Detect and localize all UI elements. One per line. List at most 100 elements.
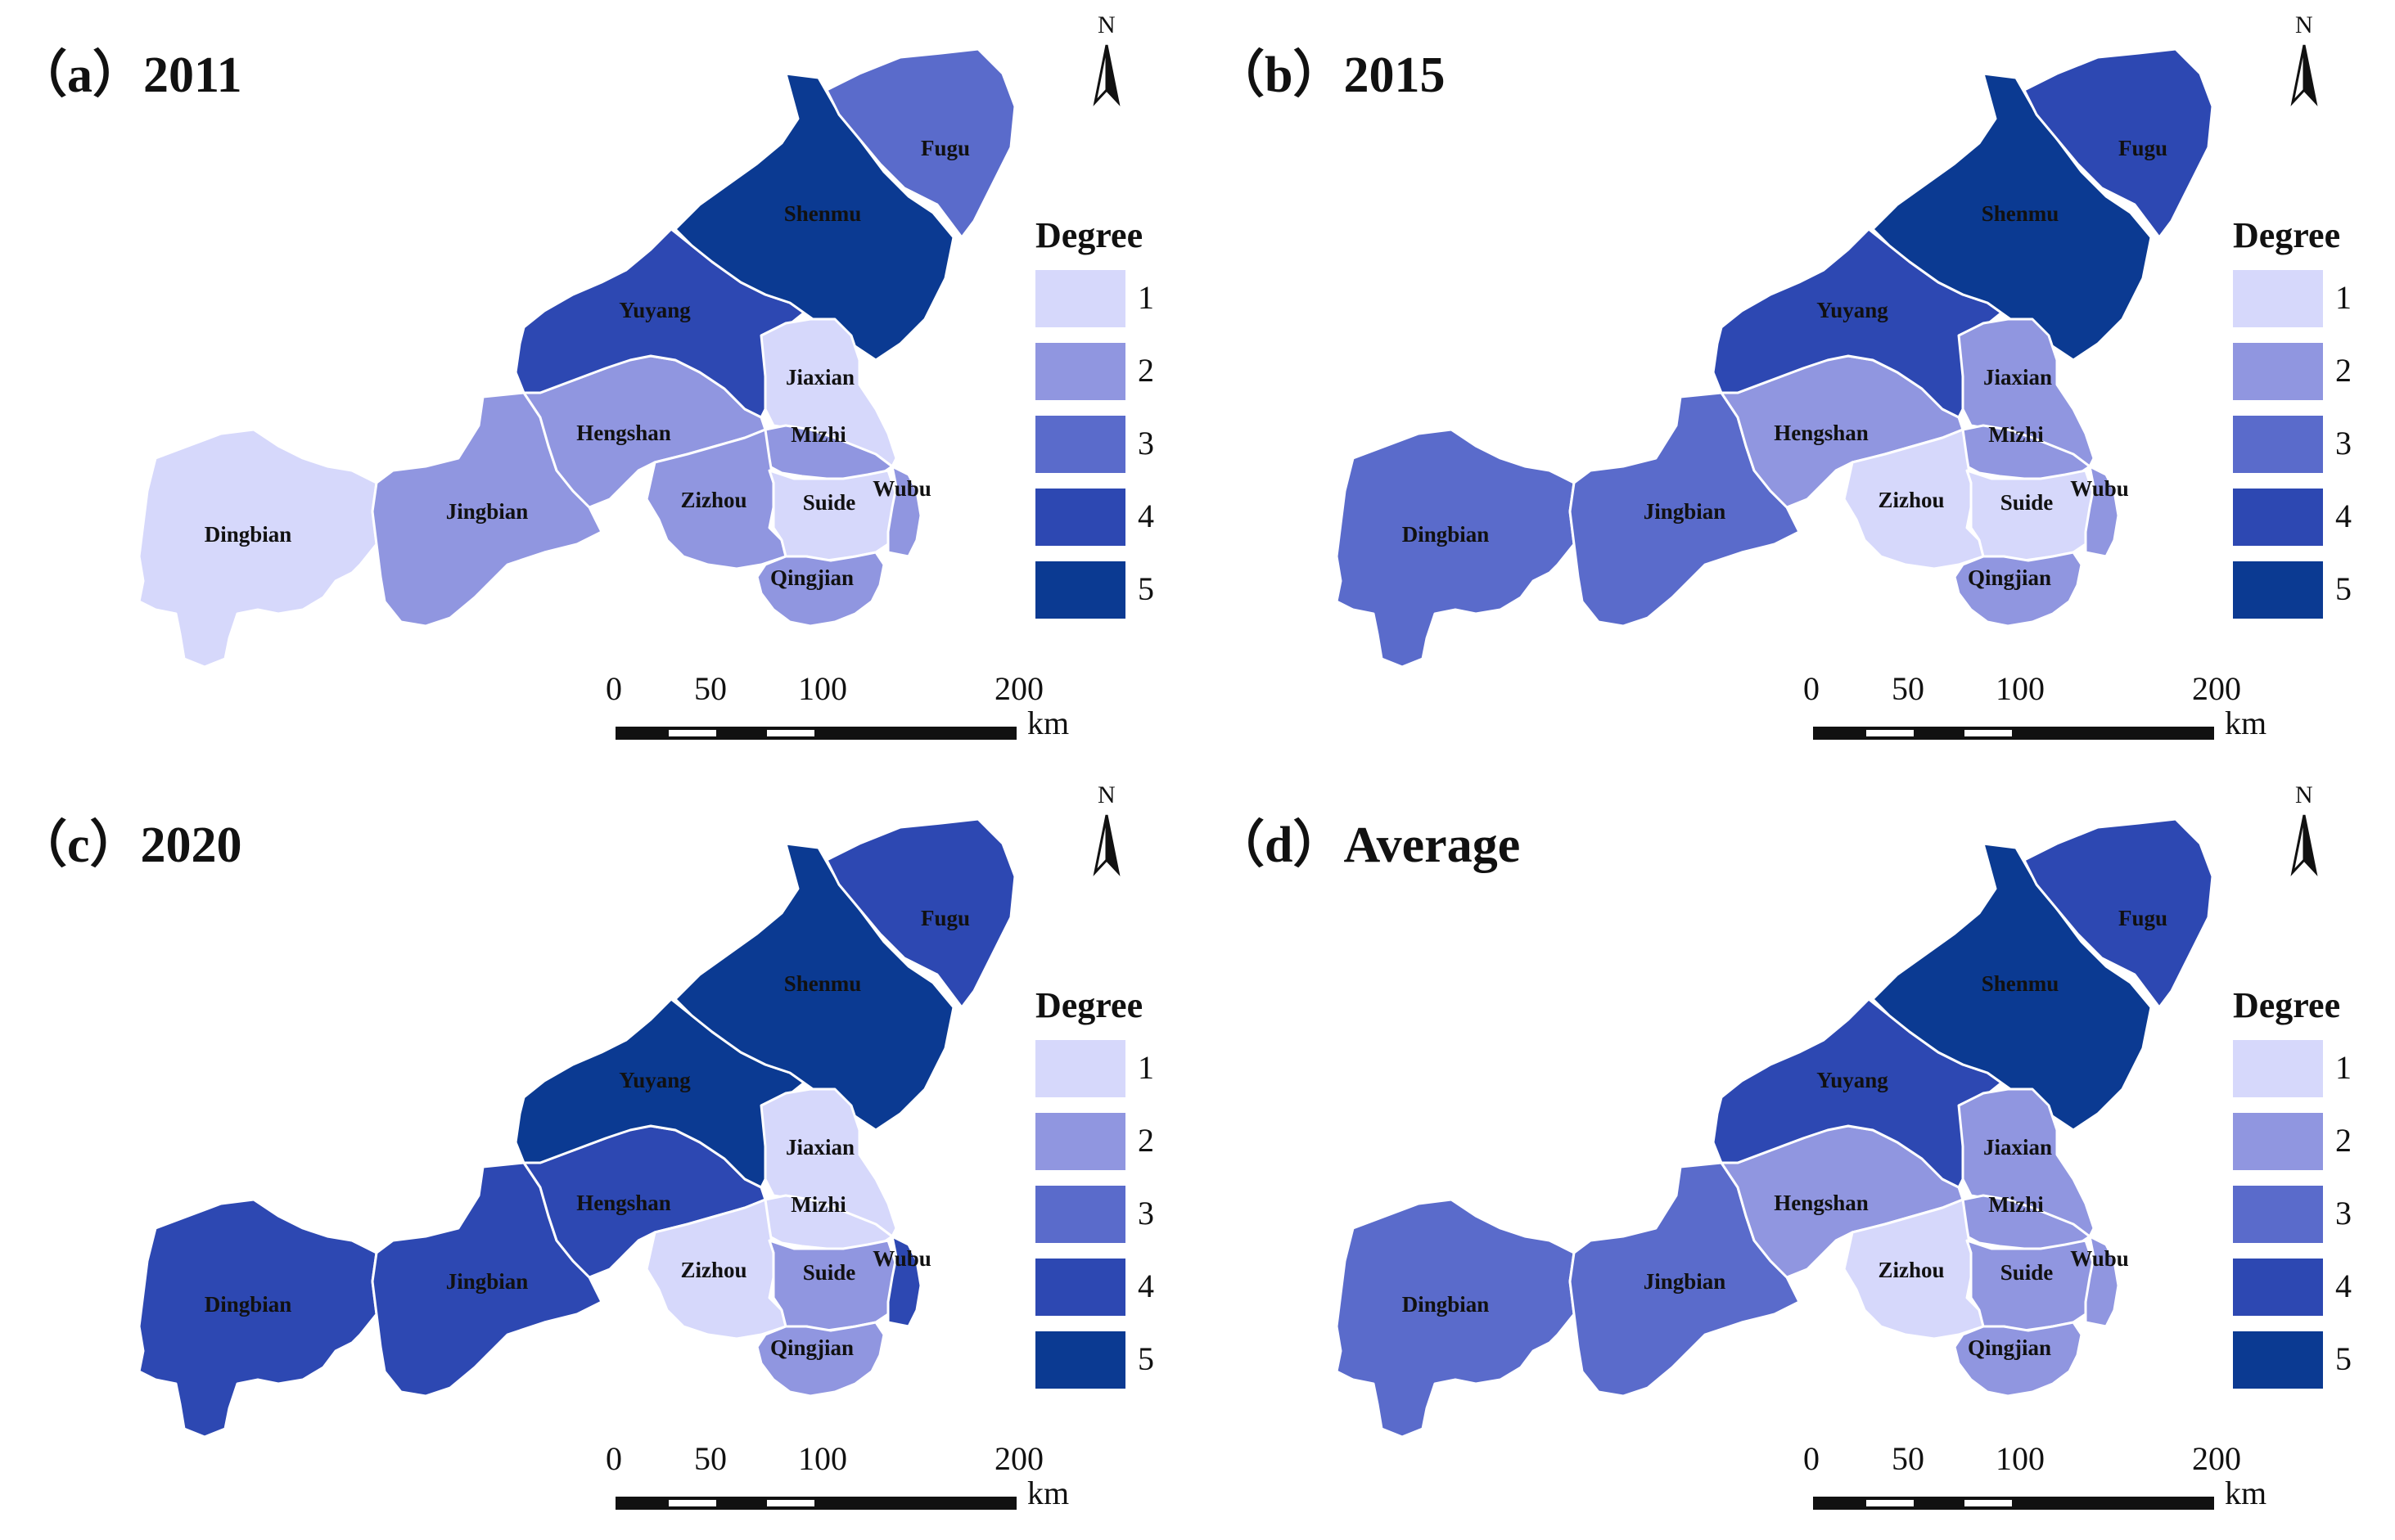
scale-tick-label: 200 bbox=[995, 1440, 1044, 1477]
county-label-jingbian: Jingbian bbox=[1644, 499, 1726, 524]
county-label-jiaxian: Jiaxian bbox=[786, 365, 855, 390]
county-map: Dingbian Jingbian Hengshan Yuyang Shenmu Fugu… bbox=[138, 814, 1121, 1510]
county-label-jingbian: Jingbian bbox=[446, 1269, 529, 1294]
county-label-suide: Suide bbox=[2000, 1260, 2054, 1285]
scale-tick-label: 0 bbox=[1803, 670, 1820, 707]
legend-swatch bbox=[2233, 1331, 2323, 1389]
legend-swatch bbox=[1035, 1040, 1125, 1097]
legend-swatch bbox=[1035, 1259, 1125, 1316]
county-wubu bbox=[886, 465, 922, 558]
legend-label: 2 bbox=[1138, 352, 1154, 389]
map-panel: （a）2011 Dingbian Jingbian Hengshan Yuyang She… bbox=[0, 0, 1198, 770]
county-label-yuyang: Yuyang bbox=[619, 1068, 691, 1092]
county-map: Dingbian Jingbian Hengshan Yuyang Shenmu Fugu… bbox=[1335, 44, 2318, 740]
scale-tick-label: 50 bbox=[1892, 670, 1924, 707]
scale-tick-label: 50 bbox=[694, 1440, 727, 1477]
county-fugu bbox=[2023, 817, 2214, 1009]
legend-label: 3 bbox=[1138, 425, 1154, 462]
county-label-qingjian: Qingjian bbox=[770, 1335, 854, 1360]
legend-swatch bbox=[1035, 561, 1125, 619]
county-label-zizhou: Zizhou bbox=[680, 488, 746, 512]
legend-title: Degree bbox=[2233, 215, 2341, 255]
legend-label: 4 bbox=[1138, 1268, 1154, 1304]
scale-tick-label: 200 bbox=[2192, 1440, 2241, 1477]
scale-bar bbox=[1813, 727, 2214, 740]
county-label-shenmu: Shenmu bbox=[784, 971, 862, 996]
scale-tick-label: 50 bbox=[694, 670, 727, 707]
scale-tick-label: 0 bbox=[606, 670, 622, 707]
county-label-shenmu: Shenmu bbox=[784, 201, 862, 226]
map-panel: （c）2020 Dingbian Jingbian Hengshan Yuyang She… bbox=[0, 770, 1198, 1540]
county-label-shenmu: Shenmu bbox=[1982, 201, 2059, 226]
county-label-hengshan: Hengshan bbox=[576, 421, 671, 445]
scale-tick-label: 100 bbox=[1996, 1440, 2045, 1477]
county-label-jingbian: Jingbian bbox=[446, 499, 529, 524]
county-qingjian bbox=[755, 1321, 886, 1398]
legend-title: Degree bbox=[1035, 215, 1143, 255]
north-arrow-icon bbox=[1093, 44, 1121, 106]
county-label-fugu: Fugu bbox=[921, 136, 970, 160]
legend-title: Degree bbox=[1035, 985, 1143, 1025]
county-label-jiaxian: Jiaxian bbox=[1983, 1135, 2052, 1160]
county-label-jiaxian: Jiaxian bbox=[786, 1135, 855, 1160]
legend-title: Degree bbox=[2233, 985, 2341, 1025]
county-label-dingbian: Dingbian bbox=[205, 1292, 292, 1317]
legend-swatch bbox=[2233, 1186, 2323, 1243]
county-label-mizhi: Mizhi bbox=[1988, 422, 2044, 447]
county-wubu bbox=[2084, 1235, 2120, 1328]
legend-label: 4 bbox=[1138, 498, 1154, 534]
county-fugu bbox=[2023, 47, 2214, 239]
legend-label: 5 bbox=[2335, 1340, 2352, 1377]
scale-bar bbox=[616, 727, 1017, 740]
county-label-suide: Suide bbox=[803, 1260, 856, 1285]
county-qingjian bbox=[1953, 1321, 2083, 1398]
county-jiaxian bbox=[1957, 317, 2095, 468]
scale-bar bbox=[616, 1497, 1017, 1510]
map-panel: （b）2015 Dingbian Jingbian Hengshan Yuyang She… bbox=[1198, 0, 2395, 770]
legend-swatch bbox=[2233, 489, 2323, 546]
county-fugu bbox=[825, 817, 1017, 1009]
county-map: Dingbian Jingbian Hengshan Yuyang Shenmu Fugu… bbox=[1335, 814, 2318, 1510]
legend-label: 2 bbox=[2335, 352, 2352, 389]
legend-swatch bbox=[1035, 489, 1125, 546]
county-label-mizhi: Mizhi bbox=[791, 1192, 846, 1217]
legend-swatch bbox=[2233, 270, 2323, 327]
county-label-suide: Suide bbox=[2000, 490, 2054, 515]
panel-title: （c）2020 bbox=[16, 817, 242, 873]
map-panel: （d）Average Dingbian Jingbian Hengshan Yuyang… bbox=[1198, 770, 2395, 1540]
scale-tick-label: 100 bbox=[798, 670, 847, 707]
legend-swatch bbox=[1035, 1186, 1125, 1243]
legend-label: 1 bbox=[1138, 1049, 1154, 1086]
county-label-qingjian: Qingjian bbox=[1968, 1335, 2051, 1360]
legend-label: 4 bbox=[2335, 498, 2352, 534]
county-label-yuyang: Yuyang bbox=[1816, 1068, 1888, 1092]
scale-tick-label: 100 bbox=[1996, 670, 2045, 707]
county-dingbian bbox=[1335, 428, 1576, 669]
county-label-hengshan: Hengshan bbox=[1774, 421, 1869, 445]
north-arrow-icon bbox=[1093, 814, 1121, 876]
county-label-mizhi: Mizhi bbox=[791, 422, 846, 447]
county-label-hengshan: Hengshan bbox=[576, 1191, 671, 1215]
legend-label: 3 bbox=[1138, 1195, 1154, 1232]
county-label-qingjian: Qingjian bbox=[770, 565, 854, 590]
scale-tick-label: 0 bbox=[1803, 1440, 1820, 1477]
county-label-yuyang: Yuyang bbox=[619, 298, 691, 322]
county-label-jiaxian: Jiaxian bbox=[1983, 365, 2052, 390]
county-label-wubu: Wubu bbox=[873, 1246, 931, 1271]
scale-bar bbox=[1813, 1497, 2214, 1510]
north-label: N bbox=[1098, 11, 1116, 38]
county-label-suide: Suide bbox=[803, 490, 856, 515]
legend-swatch bbox=[2233, 1040, 2323, 1097]
legend-label: 2 bbox=[2335, 1122, 2352, 1159]
scale-unit-label: km bbox=[2225, 1475, 2267, 1511]
legend-label: 1 bbox=[1138, 279, 1154, 316]
county-label-shenmu: Shenmu bbox=[1982, 971, 2059, 996]
scale-tick-label: 200 bbox=[995, 670, 1044, 707]
legend-label: 2 bbox=[1138, 1122, 1154, 1159]
panel-title: （a）2011 bbox=[16, 47, 242, 103]
county-map: Dingbian Jingbian Hengshan Yuyang Shenmu Fugu… bbox=[138, 44, 1121, 740]
legend-swatch bbox=[1035, 343, 1125, 400]
county-label-mizhi: Mizhi bbox=[1988, 1192, 2044, 1217]
county-jiaxian bbox=[760, 1087, 898, 1238]
north-label: N bbox=[2295, 11, 2313, 38]
